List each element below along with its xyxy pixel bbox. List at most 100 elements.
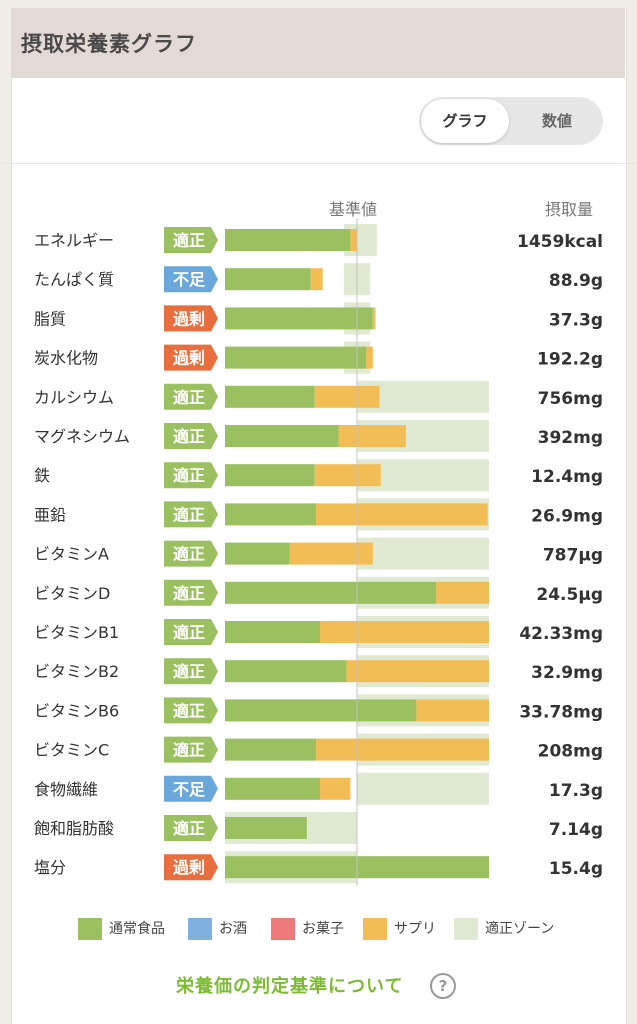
legend-label: サプリ: [394, 921, 436, 937]
status-badge-label: 過剰: [172, 349, 205, 368]
nutrient-name: マグネシウム: [34, 427, 130, 446]
status-badge: [164, 227, 218, 253]
intake-value: 37.3g: [549, 310, 603, 330]
question-circle-icon[interactable]: ?: [430, 973, 456, 999]
divider: [0, 163, 637, 164]
status-badge: [164, 383, 218, 410]
proper-zone-bar: [357, 772, 489, 805]
nutrient-name: 食物繊維: [34, 780, 98, 799]
reference-column-header: 基準値: [329, 200, 378, 219]
supplement-bar: [314, 385, 380, 408]
food-bar: [225, 699, 417, 722]
supplement-bar: [320, 621, 489, 643]
status-badge-label: 適正: [173, 388, 205, 407]
status-badge-label: 適正: [173, 623, 205, 642]
status-badge-label: 適正: [173, 819, 205, 838]
status-badge: [164, 658, 218, 685]
intake-value: 26.9mg: [531, 506, 603, 526]
intake-value: 208mg: [538, 742, 603, 762]
nutrient-name: ビタミンA: [34, 545, 109, 564]
supplement-bar: [310, 268, 323, 291]
supplement-bar: [346, 660, 489, 683]
tab-number[interactable]: 数値: [541, 112, 572, 130]
status-badge-label: 適正: [173, 545, 205, 564]
status-badge-label: 適正: [173, 741, 205, 760]
food-bar: [225, 660, 347, 683]
status-badge: [164, 305, 218, 332]
supplement-bar: [338, 425, 406, 447]
food-bar: [225, 738, 317, 761]
intake-value: 17.3g: [549, 781, 603, 801]
status-badge-label: 適正: [173, 701, 205, 720]
status-badge-label: 適正: [173, 662, 205, 681]
nutrient-name: エネルギー: [34, 231, 114, 250]
food-bar: [225, 542, 290, 565]
status-badge: [164, 344, 218, 371]
food-bar: [225, 229, 351, 251]
intake-value: 787µg: [543, 546, 603, 566]
food-bar: [225, 268, 311, 291]
supplement-bar: [320, 777, 351, 800]
food-bar: [225, 581, 437, 604]
status-badge: [164, 579, 218, 606]
status-badge: [164, 854, 218, 881]
intake-value: 1459kcal: [517, 232, 603, 252]
status-badge-label: 適正: [173, 427, 205, 446]
status-badge: [164, 423, 218, 449]
nutrient-name: 飽和脂肪酸: [34, 819, 114, 838]
supplement-bar: [316, 738, 489, 761]
legend-label: お酒: [219, 921, 247, 937]
card-header: 摂取栄養素グラフ: [11, 8, 625, 78]
nutrient-name: カルシウム: [34, 388, 114, 407]
status-badge-label: 適正: [173, 231, 205, 250]
legend-swatch: [271, 918, 295, 940]
food-bar: [225, 503, 317, 526]
legend-swatch: [188, 918, 212, 940]
intake-value: 33.78mg: [519, 702, 603, 722]
supplement-bar: [316, 503, 488, 526]
supplement-bar: [314, 464, 381, 487]
criteria-link[interactable]: 栄養価の判定基準について: [176, 976, 404, 997]
tab-graph[interactable]: グラフ: [421, 99, 509, 143]
status-badge: [164, 619, 218, 645]
nutrient-name: ビタミンD: [34, 584, 110, 603]
supplement-bar: [416, 699, 489, 722]
status-badge-label: 不足: [173, 780, 206, 799]
food-bar: [225, 464, 315, 487]
legend: 通常食品 お酒 お菓子 サプリ 適正ゾーン: [0, 917, 637, 941]
status-badge: [164, 266, 218, 293]
status-badge: [164, 462, 218, 489]
food-bar: [225, 817, 307, 839]
intake-value: 88.9g: [549, 271, 603, 291]
nutrient-name: 塩分: [34, 858, 66, 877]
status-badge: [164, 540, 218, 567]
food-bar: [225, 307, 373, 330]
intake-value: 42.33mg: [519, 624, 603, 644]
intake-value: 756mg: [538, 389, 603, 409]
status-badge-label: 適正: [173, 505, 205, 524]
status-badge-label: 過剰: [172, 309, 205, 328]
legend-label: 通常食品: [109, 921, 165, 937]
legend-swatch: [363, 918, 387, 940]
intake-value: 24.5µg: [536, 585, 603, 605]
nutrient-name: 炭水化物: [34, 349, 98, 368]
food-bar: [225, 425, 339, 447]
legend-swatch: [78, 918, 102, 940]
status-badge-label: 適正: [173, 584, 205, 603]
supplement-bar: [289, 542, 373, 565]
food-bar: [225, 346, 367, 369]
supplement-bar: [436, 581, 489, 604]
status-badge: [164, 501, 218, 528]
supplement-bar: [366, 346, 373, 369]
status-badge: [164, 736, 218, 763]
status-badge: [164, 697, 218, 724]
proper-zone-bar: [357, 537, 489, 570]
legend-swatch: [454, 918, 478, 940]
nutrient-name: たんぱく質: [34, 270, 114, 289]
food-bar: [225, 777, 321, 800]
intake-value: 192.2g: [537, 350, 603, 370]
nutrient-name: 亜鉛: [34, 505, 66, 524]
intake-column-header: 摂取量: [545, 200, 594, 219]
nutrient-name: ビタミンC: [34, 741, 109, 760]
